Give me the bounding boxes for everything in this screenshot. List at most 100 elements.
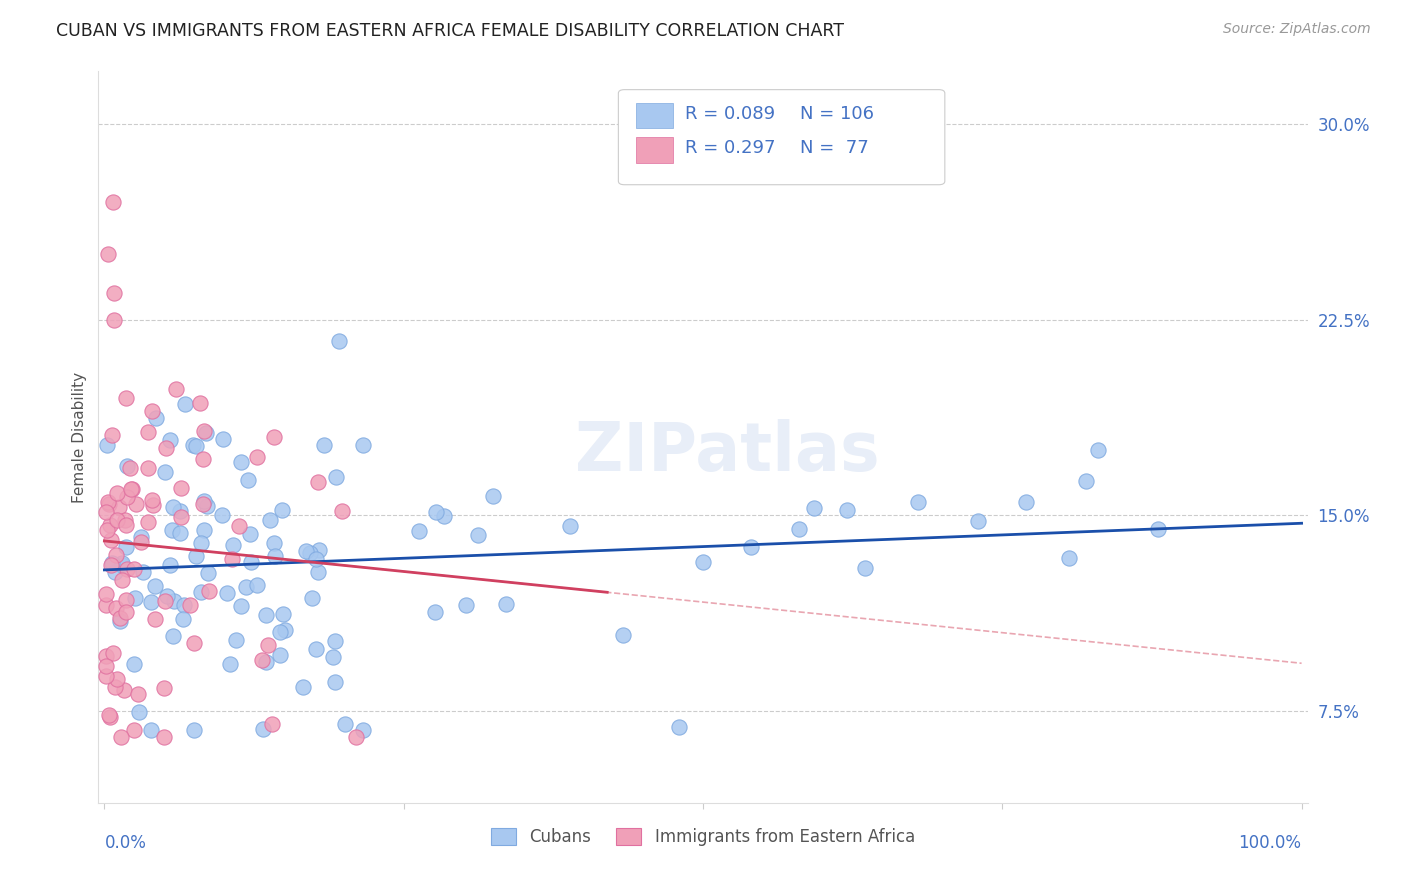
Point: [97, 708, 120, 723]
Point: [328, 334, 350, 348]
Point: [111, 558, 134, 572]
Point: [193, 452, 215, 467]
Point: [292, 680, 315, 694]
Point: [252, 722, 274, 736]
Point: [122, 561, 145, 575]
Point: [97, 247, 120, 261]
Point: [256, 655, 278, 669]
Point: [142, 499, 165, 513]
Point: [353, 437, 375, 451]
Point: [190, 396, 212, 410]
Y-axis label: Female Disability: Female Disability: [72, 371, 87, 503]
Point: [193, 424, 215, 438]
Point: [183, 723, 205, 737]
FancyBboxPatch shape: [637, 137, 672, 163]
Point: [108, 614, 131, 628]
Point: [169, 504, 191, 518]
Text: N = 106: N = 106: [800, 104, 873, 123]
Text: 0.0%: 0.0%: [104, 834, 146, 852]
Point: [454, 598, 477, 612]
Point: [94, 504, 117, 518]
Point: [668, 720, 690, 734]
Point: [193, 494, 215, 508]
Point: [110, 574, 132, 588]
Point: [612, 628, 634, 642]
Point: [323, 634, 346, 648]
Text: CUBAN VS IMMIGRANTS FROM EASTERN AFRICA FEMALE DISABILITY CORRELATION CHART: CUBAN VS IMMIGRANTS FROM EASTERN AFRICA …: [56, 22, 844, 40]
Point: [740, 540, 762, 554]
Point: [787, 521, 810, 535]
Point: [103, 286, 125, 301]
Point: [259, 513, 281, 527]
Point: [128, 705, 150, 719]
Point: [114, 683, 136, 698]
Point: [263, 549, 285, 563]
Point: [127, 687, 149, 701]
Point: [153, 731, 176, 745]
Point: [229, 455, 252, 469]
Point: [160, 523, 183, 537]
Point: [159, 433, 181, 447]
Point: [129, 535, 152, 549]
Point: [173, 599, 195, 613]
Text: N =  77: N = 77: [800, 139, 869, 157]
Point: [97, 494, 120, 508]
Point: [114, 513, 136, 527]
Point: [101, 194, 124, 209]
Point: [136, 461, 159, 475]
Point: [181, 438, 204, 452]
Point: [104, 600, 127, 615]
Point: [172, 612, 194, 626]
Point: [184, 549, 207, 563]
Point: [115, 593, 138, 607]
Point: [221, 552, 243, 566]
Point: [433, 508, 456, 523]
Point: [307, 565, 329, 579]
Point: [115, 605, 138, 619]
Point: [239, 555, 262, 569]
Point: [159, 558, 181, 572]
Point: [136, 425, 159, 439]
Point: [174, 396, 197, 410]
Point: [1074, 475, 1097, 489]
Point: [124, 723, 146, 737]
Point: [156, 590, 179, 604]
Point: [104, 566, 127, 580]
Point: [225, 632, 247, 647]
Point: [132, 565, 155, 579]
Point: [344, 731, 367, 745]
Point: [117, 458, 139, 473]
Point: [162, 500, 184, 514]
Point: [105, 486, 128, 500]
Point: [212, 433, 235, 447]
Point: [246, 578, 269, 592]
Point: [352, 723, 374, 737]
Point: [1057, 551, 1080, 566]
Point: [273, 607, 295, 622]
Point: [211, 508, 233, 522]
Point: [323, 675, 346, 690]
Point: [183, 636, 205, 650]
Point: [274, 623, 297, 637]
Point: [967, 514, 990, 528]
Point: [129, 530, 152, 544]
Point: [115, 490, 138, 504]
Point: [139, 595, 162, 609]
Text: Source: ZipAtlas.com: Source: ZipAtlas.com: [1223, 22, 1371, 37]
Point: [269, 648, 291, 662]
Point: [143, 612, 166, 626]
Point: [238, 527, 260, 541]
Point: [308, 542, 330, 557]
Point: [96, 438, 118, 452]
Point: [101, 557, 124, 571]
FancyBboxPatch shape: [619, 90, 945, 185]
Point: [330, 504, 353, 518]
Point: [263, 430, 285, 444]
Point: [141, 404, 163, 418]
Point: [139, 723, 162, 737]
Point: [558, 519, 581, 533]
Point: [94, 659, 117, 673]
Point: [170, 481, 193, 495]
Point: [263, 536, 285, 550]
Point: [252, 653, 274, 667]
